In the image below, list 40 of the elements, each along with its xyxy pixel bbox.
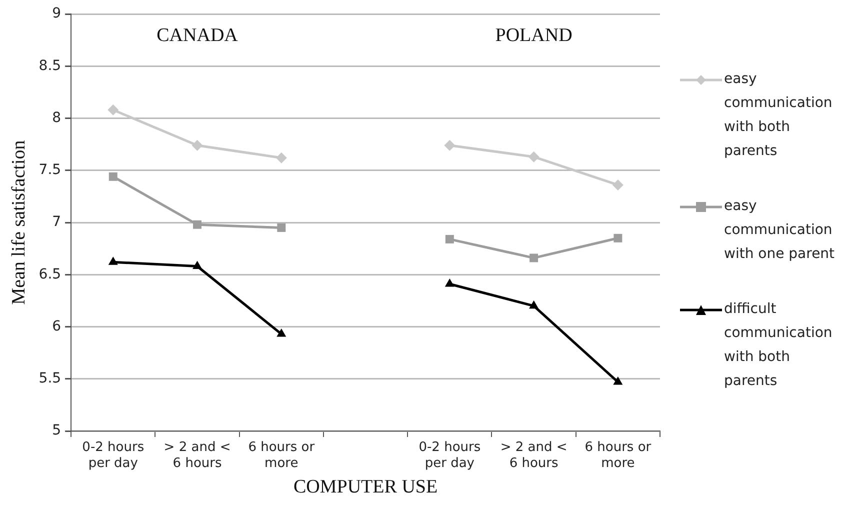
point <box>193 220 202 229</box>
x-tick-label: 0-2 hours per day <box>418 440 481 471</box>
point <box>276 328 286 337</box>
point <box>277 223 286 232</box>
point <box>192 140 203 151</box>
y-axis-title: Mean life satisfaction <box>8 140 30 305</box>
annotation: POLAND <box>495 24 572 46</box>
legend-label: easy communication with both parents <box>724 70 834 161</box>
point <box>108 104 119 116</box>
y-tick-label: 8.5 <box>38 58 62 74</box>
point <box>108 256 118 265</box>
point <box>276 152 287 164</box>
point <box>530 254 538 262</box>
x-axis-title: COMPUTER USE <box>293 476 438 498</box>
x-tick-label: 6 hours or more <box>248 440 316 471</box>
legend-label: easy communication with one parent <box>724 197 836 264</box>
annotation: CANADA <box>156 24 238 46</box>
y-tick-label: 6.5 <box>38 266 62 282</box>
point <box>108 172 118 181</box>
point <box>528 151 540 162</box>
point <box>444 278 454 287</box>
point <box>444 140 456 151</box>
point <box>529 300 539 309</box>
y-tick-label: 6 <box>52 318 62 334</box>
legend-label: difficult communication with both parents <box>724 300 834 391</box>
x-tick-label: > 2 and < 6 hours <box>500 440 568 471</box>
point <box>614 234 622 242</box>
y-tick-label: 7 <box>52 214 62 230</box>
y-tick-label: 7.5 <box>38 162 62 178</box>
x-tick-label: > 2 and < 6 hours <box>164 440 231 471</box>
point <box>192 260 202 270</box>
point <box>613 376 623 385</box>
x-tick-label: 6 hours or more <box>584 440 652 471</box>
y-tick-label: 8 <box>52 110 62 126</box>
point <box>445 234 454 244</box>
y-tick-label: 5.5 <box>38 370 62 387</box>
y-tick-label: 5 <box>52 422 62 439</box>
y-tick-label: 9 <box>52 6 62 22</box>
point <box>612 179 624 190</box>
x-tick-label: 0-2 hours per day <box>82 440 144 471</box>
